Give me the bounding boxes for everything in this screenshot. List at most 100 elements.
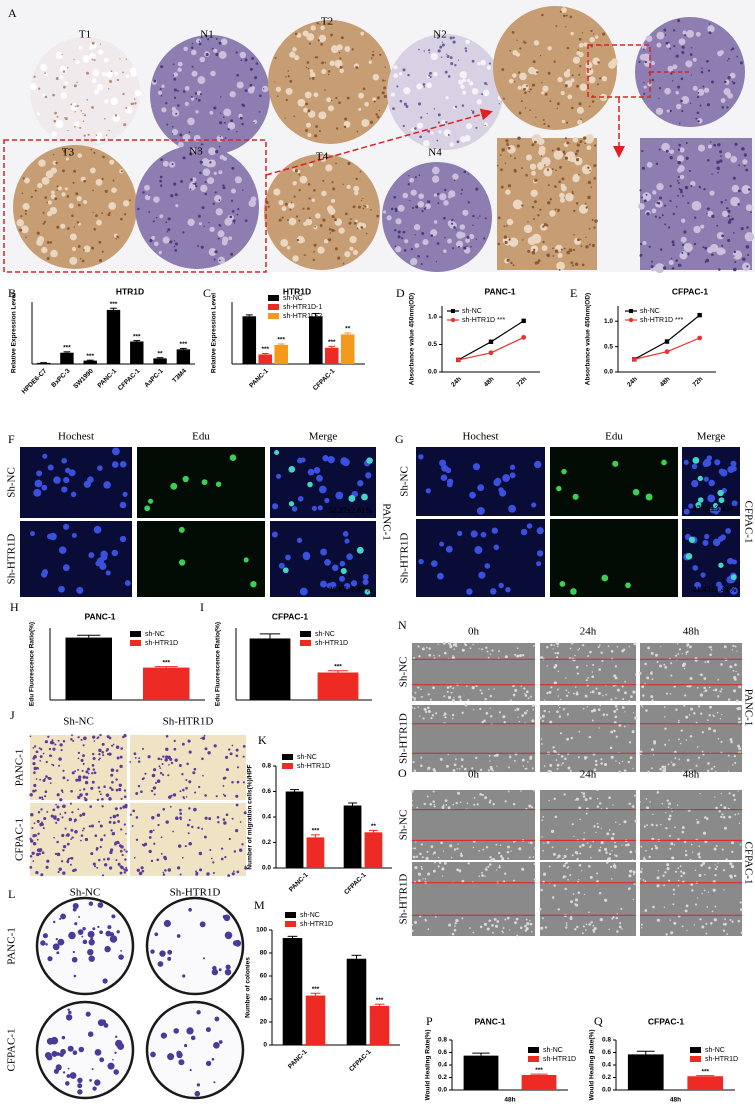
texture-dot [713, 765, 716, 768]
texture-dot [82, 762, 85, 765]
tissue-disc [135, 145, 259, 269]
panel-letter: I [200, 600, 204, 614]
texture-dot [651, 678, 654, 681]
texture-dot [708, 23, 711, 25]
image-cell [540, 705, 636, 772]
texture-dot [119, 871, 123, 875]
texture-dot [52, 943, 60, 951]
texture-dot [56, 840, 59, 844]
texture-dot [104, 99, 109, 104]
texture-dot [533, 789, 535, 792]
texture-dot [76, 81, 78, 83]
texture-dot [693, 924, 696, 926]
texture-dot [284, 202, 288, 206]
texture-dot [664, 223, 667, 226]
texture-dot [233, 850, 237, 853]
texture-dot [77, 929, 84, 935]
texture-dot [317, 39, 320, 42]
texture-dot [642, 694, 645, 697]
texture-dot [566, 866, 569, 869]
texture-dot [23, 177, 30, 184]
texture-dot [288, 501, 295, 507]
texture-dot [62, 871, 66, 875]
texture-dot [698, 185, 701, 188]
texture-dot [430, 234, 434, 237]
texture-dot [461, 104, 465, 107]
texture-dot [619, 922, 622, 925]
texture-dot [639, 53, 647, 61]
texture-dot [472, 846, 475, 849]
texture-dot [539, 208, 542, 211]
texture-dot [174, 242, 178, 246]
texture-dot [29, 531, 36, 537]
texture-dot [505, 139, 509, 143]
texture-dot [453, 648, 455, 650]
texture-dot [433, 805, 436, 808]
texture-dot [56, 818, 60, 822]
texture-dot [361, 493, 368, 501]
texture-dot [60, 789, 64, 792]
texture-dot [82, 744, 85, 747]
texture-dot [430, 52, 439, 61]
texture-dot [419, 852, 422, 856]
texture-dot [677, 194, 679, 197]
texture-dot [731, 920, 734, 923]
texture-dot [646, 806, 650, 810]
texture-dot [81, 935, 84, 938]
texture-dot [225, 813, 229, 816]
texture-dot [571, 264, 574, 267]
texture-dot [365, 472, 372, 479]
texture-dot [415, 841, 417, 844]
texture-dot [29, 83, 37, 90]
texture-dot [679, 188, 683, 192]
texture-dot [137, 760, 141, 763]
texture-dot [612, 460, 619, 467]
core-label: T3 [62, 147, 75, 159]
chart-title: PANC-1 [474, 1016, 505, 1026]
texture-dot [125, 58, 128, 60]
texture-dot [72, 902, 79, 910]
texture-dot [224, 931, 233, 940]
texture-dot [179, 133, 183, 137]
texture-dot [556, 107, 559, 110]
texture-dot [526, 767, 528, 769]
texture-dot [641, 685, 644, 689]
texture-dot [109, 816, 112, 819]
texture-dot [73, 868, 77, 872]
tissue-core [382, 162, 492, 272]
texture-dot [219, 154, 225, 160]
significance-label: *** [162, 659, 170, 666]
texture-dot [116, 78, 120, 82]
texture-dot [42, 933, 48, 939]
texture-dot [661, 459, 667, 466]
texture-dot [667, 65, 674, 72]
texture-dot [72, 1050, 78, 1055]
texture-dot [394, 207, 398, 211]
texture-dot [562, 875, 566, 878]
texture-dot [455, 801, 458, 805]
legend-label: sh-HTR1D [705, 1056, 738, 1063]
texture-dot [201, 827, 204, 830]
texture-dot [466, 78, 471, 83]
texture-dot [56, 225, 60, 229]
point [664, 339, 670, 344]
texture-dot [690, 74, 693, 76]
texture-dot [676, 179, 679, 182]
panel-letter: B [8, 286, 16, 300]
texture-dot [613, 866, 617, 869]
texture-dot [82, 926, 86, 931]
texture-dot [318, 485, 327, 494]
texture-dot [105, 134, 108, 136]
texture-dot [575, 686, 577, 688]
texture-dot [176, 1051, 183, 1059]
texture-dot [496, 765, 498, 767]
texture-dot [656, 876, 660, 880]
texture-dot [544, 93, 548, 96]
texture-dot [681, 51, 685, 54]
texture-dot [532, 856, 535, 858]
texture-dot [622, 698, 625, 701]
texture-dot [77, 808, 80, 811]
texture-dot [43, 220, 47, 223]
texture-dot [724, 152, 732, 159]
texture-dot [418, 879, 421, 883]
